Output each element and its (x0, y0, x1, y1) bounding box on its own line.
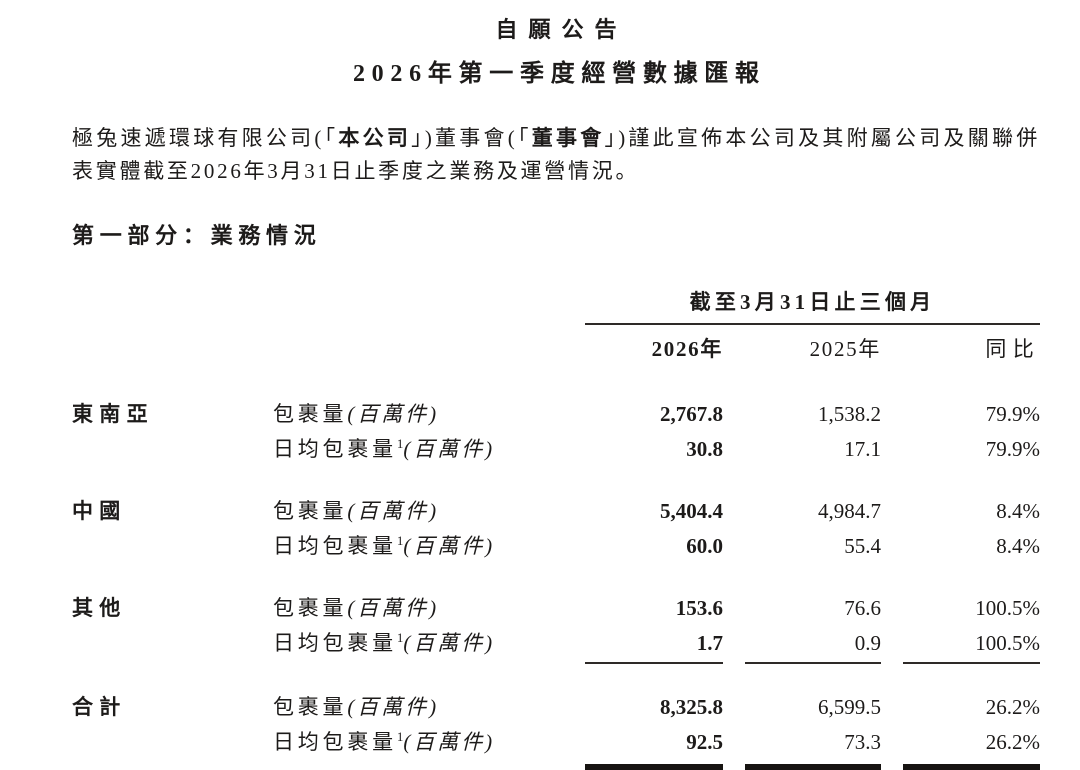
value-yoy: 100.5% (975, 596, 1040, 620)
metric-cell: 日均包裹量1(百萬件) (273, 432, 585, 466)
region-label: 中國 (72, 500, 127, 523)
period-header: 截至3月31日止三個月 (585, 286, 1040, 325)
defined-term-company: 本公司 (338, 126, 412, 150)
value-2026: 1.7 (696, 631, 723, 655)
metric-unit: (百萬件) (403, 631, 496, 655)
value-yoy: 26.2% (985, 730, 1040, 754)
footnote-ref: 1 (396, 729, 404, 744)
metric-label: 包裹量 (273, 402, 348, 426)
page-title: 自願公告 (495, 17, 628, 42)
metric-label: 日均包裹量 (273, 730, 397, 754)
table-row: 合計 包裹量(百萬件) 8,325.8 6,599.5 26.2% (72, 690, 1040, 725)
column-header-2025: 2025年 (809, 337, 881, 361)
column-header-yoy: 同比 (985, 337, 1040, 361)
table-row: 中國 包裹量(百萬件) 5,404.4 4,984.7 8.4% (72, 494, 1040, 529)
defined-term-board: 董事會 (531, 126, 605, 150)
metric-cell: 包裹量(百萬件) (273, 494, 585, 528)
table-row: 日均包裹量1(百萬件) 30.8 17.1 79.9% (72, 432, 1040, 466)
metric-label: 包裹量 (273, 499, 348, 523)
region-group-china: 中國 包裹量(百萬件) 5,404.4 4,984.7 8.4% 日均包裹量1(… (72, 494, 1040, 563)
metric-cell: 日均包裹量1(百萬件) (273, 529, 585, 563)
column-rule-thin (585, 662, 723, 664)
operating-data-table: 截至3月31日止三個月 2026年 2025年 同比 東南亞 包裹量(百萬件) … (72, 286, 1040, 770)
metric-label: 日均包裹量 (273, 631, 397, 655)
value-yoy: 8.4% (996, 534, 1040, 558)
value-2025: 4,984.7 (818, 499, 881, 523)
value-yoy: 79.9% (985, 437, 1040, 461)
column-header-row: 2026年 2025年 同比 (72, 333, 1040, 363)
footnote-ref: 1 (396, 436, 404, 451)
value-2025: 1,538.2 (818, 402, 881, 426)
metric-unit: (百萬件) (403, 730, 496, 754)
value-yoy: 79.9% (985, 402, 1040, 426)
value-2026: 60.0 (686, 534, 723, 558)
metric-cell: 包裹量(百萬件) (273, 690, 585, 724)
value-2026: 5,404.4 (660, 499, 723, 523)
page-subtitle: 2026年第一季度經營數據匯報 (352, 61, 766, 87)
region-group-others: 其他 包裹量(百萬件) 153.6 76.6 100.5% 日均包裹量1(百萬件… (72, 591, 1040, 664)
metric-cell: 日均包裹量1(百萬件) (273, 626, 585, 660)
value-2025: 17.1 (844, 437, 881, 461)
value-2026: 2,767.8 (660, 402, 723, 426)
footnote-ref: 1 (396, 630, 404, 645)
intro-text: 極兔速遞環球有限公司(「 (72, 126, 339, 150)
column-rule-thin (745, 662, 881, 664)
metric-cell: 日均包裹量1(百萬件) (273, 725, 585, 759)
footnote-ref: 1 (396, 533, 404, 548)
value-2026: 30.8 (686, 437, 723, 461)
section-title: 第一部分：業務情況 (72, 223, 322, 248)
metric-unit: (百萬件) (403, 534, 496, 558)
metric-unit: (百萬件) (347, 402, 440, 426)
metric-unit: (百萬件) (347, 499, 440, 523)
region-group-total: 合計 包裹量(百萬件) 8,325.8 6,599.5 26.2% 日均包裹量1… (72, 690, 1040, 770)
column-header-2026: 2026年 (651, 337, 723, 361)
metric-label: 日均包裹量 (273, 534, 397, 558)
table-row: 日均包裹量1(百萬件) 60.0 55.4 8.4% (72, 529, 1040, 563)
value-yoy: 100.5% (975, 631, 1040, 655)
column-rule-thick (585, 764, 723, 770)
value-2026: 153.6 (675, 596, 723, 620)
region-label: 東南亞 (72, 403, 154, 426)
metric-label: 包裹量 (273, 695, 348, 719)
value-2026: 92.5 (686, 730, 723, 754)
value-2025: 0.9 (854, 631, 881, 655)
subtotal-rule-row (72, 662, 1040, 664)
column-rule-thin (903, 662, 1040, 664)
value-2025: 55.4 (844, 534, 881, 558)
grand-total-rule-row (72, 764, 1040, 770)
metric-unit: (百萬件) (347, 596, 440, 620)
table-row: 東南亞 包裹量(百萬件) 2,767.8 1,538.2 79.9% (72, 397, 1040, 432)
value-2026: 8,325.8 (660, 695, 723, 719)
metric-unit: (百萬件) (347, 695, 440, 719)
metric-cell: 包裹量(百萬件) (273, 591, 585, 625)
region-label: 其他 (72, 597, 127, 620)
metric-cell: 包裹量(百萬件) (273, 397, 585, 431)
value-yoy: 8.4% (996, 499, 1040, 523)
region-label: 合計 (72, 696, 127, 719)
intro-text: 」)董事會(「 (411, 126, 532, 150)
intro-paragraph: 極兔速遞環球有限公司(「本公司」)董事會(「董事會」)謹此宣佈本公司及其附屬公司… (72, 122, 1040, 188)
value-2025: 73.3 (844, 730, 881, 754)
table-row: 日均包裹量1(百萬件) 1.7 0.9 100.5% (72, 626, 1040, 660)
metric-unit: (百萬件) (403, 437, 496, 461)
value-2025: 6,599.5 (818, 695, 881, 719)
intro-text: 」)謹此宣佈本公司及其附屬公司及關聯併表實體截至2026年3月31日止季度之業務… (72, 126, 1040, 183)
value-2025: 76.6 (844, 596, 881, 620)
value-yoy: 26.2% (985, 695, 1040, 719)
region-group-southeast-asia: 東南亞 包裹量(百萬件) 2,767.8 1,538.2 79.9% 日均包裹量… (72, 397, 1040, 466)
table-row: 日均包裹量1(百萬件) 92.5 73.3 26.2% (72, 725, 1040, 759)
table-row: 其他 包裹量(百萬件) 153.6 76.6 100.5% (72, 591, 1040, 626)
metric-label: 包裹量 (273, 596, 348, 620)
metric-label: 日均包裹量 (273, 437, 397, 461)
period-header-row: 截至3月31日止三個月 (72, 286, 1040, 325)
column-rule-thick (745, 764, 881, 770)
column-rule-thick (903, 764, 1040, 770)
